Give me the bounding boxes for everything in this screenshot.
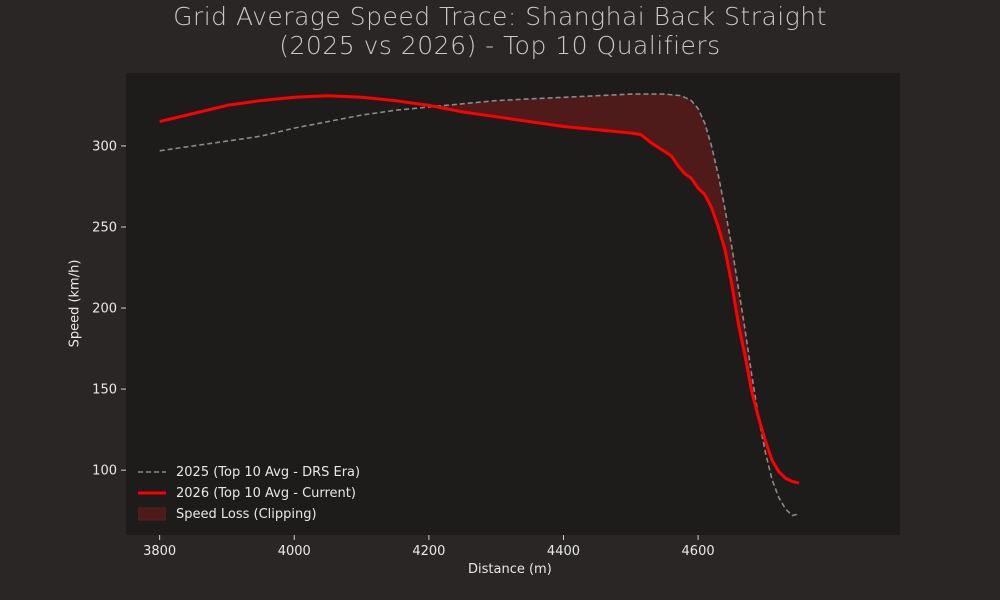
y-tick-label: 150 [92, 383, 117, 398]
y-tick-label: 100 [92, 464, 117, 479]
legend: 2025 (Top 10 Avg - DRS Era) 2026 (Top 10… [130, 459, 378, 527]
series-line-2025 [159, 93, 800, 517]
y-tick-label: 200 [92, 302, 117, 317]
y-tick-label: 300 [92, 139, 117, 154]
axes-layer: 3800 4000 4200 4400 4600 100 150 200 250 300 [92, 139, 714, 559]
x-tick-label: 4200 [412, 544, 445, 559]
y-tick-label: 250 [92, 221, 117, 236]
legend-label-2026: 2026 (Top 10 Avg - Current) [176, 485, 356, 501]
chart-title-line-2: (2025 vs 2026) - Top 10 Qualifiers [279, 31, 721, 60]
x-tick-label: 4000 [278, 544, 311, 559]
x-axis-label: Distance (m) [468, 562, 552, 577]
x-tick-label: 3800 [143, 544, 176, 559]
y-axis-label: Speed (km/h) [67, 259, 83, 348]
legend-swatch-speed-loss-fill [138, 507, 166, 521]
legend-item-2025: 2025 (Top 10 Avg - DRS Era) [138, 463, 360, 481]
series-line-2026 [159, 94, 800, 485]
legend-label-2025: 2025 (Top 10 Avg - DRS Era) [176, 464, 361, 480]
x-tick-label: 4600 [682, 544, 715, 559]
legend-item-speed-loss: Speed Loss (Clipping) [138, 505, 317, 523]
legend-item-2026: 2026 (Top 10 Avg - Current) [138, 484, 356, 502]
series-layer [159, 93, 800, 517]
chart-title-line-1: Grid Average Speed Trace: Shanghai Back … [173, 2, 827, 31]
legend-label-speed-loss: Speed Loss (Clipping) [176, 506, 317, 522]
legend-swatch-2026-solid-line [138, 491, 166, 495]
legend-swatch-2025-dashed-line [138, 471, 166, 473]
x-tick-label: 4400 [547, 544, 580, 559]
